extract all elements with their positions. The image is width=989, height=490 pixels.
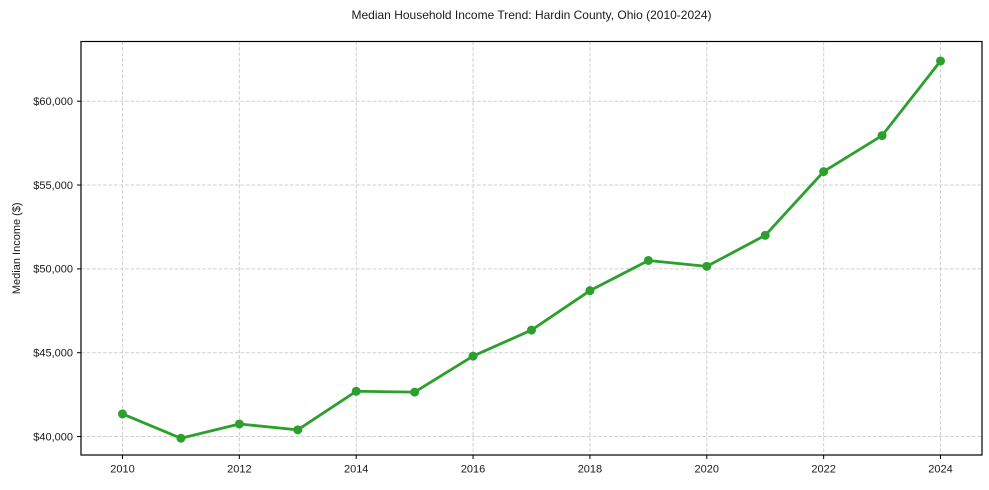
plot-area bbox=[81, 41, 982, 455]
data-point bbox=[293, 425, 303, 435]
data-point bbox=[527, 325, 536, 335]
x-tick-label: 2012 bbox=[227, 464, 251, 476]
data-point bbox=[760, 230, 770, 240]
x-tick-label: 2022 bbox=[811, 464, 835, 476]
data-point bbox=[234, 419, 244, 429]
x-tick-label: 2020 bbox=[695, 464, 719, 476]
data-point bbox=[877, 131, 887, 141]
y-tick-label: $60,000 bbox=[33, 96, 73, 108]
y-tick-label: $55,000 bbox=[33, 180, 73, 192]
data-point bbox=[585, 286, 595, 296]
x-tick-label: 2018 bbox=[578, 464, 602, 476]
chart-title: Median Household Income Trend: Hardin Co… bbox=[351, 8, 712, 22]
x-tick-label: 2014 bbox=[344, 464, 368, 476]
data-point bbox=[351, 386, 361, 396]
x-tick-label: 2016 bbox=[461, 464, 485, 476]
plot-border bbox=[80, 40, 983, 456]
y-axis-label: Median Income ($) bbox=[11, 202, 23, 294]
y-tick-label: $50,000 bbox=[33, 264, 73, 276]
data-point bbox=[643, 255, 653, 265]
y-tick-label: $45,000 bbox=[33, 348, 73, 360]
data-point bbox=[936, 56, 946, 66]
data-point bbox=[410, 387, 420, 397]
y-tick-label: $40,000 bbox=[33, 431, 73, 443]
data-point bbox=[702, 261, 712, 271]
x-tick-label: 2010 bbox=[110, 464, 134, 476]
data-point bbox=[468, 351, 478, 361]
x-tick-label: 2024 bbox=[928, 464, 952, 476]
data-point bbox=[819, 167, 829, 177]
data-point bbox=[176, 433, 186, 443]
data-point bbox=[117, 409, 127, 419]
